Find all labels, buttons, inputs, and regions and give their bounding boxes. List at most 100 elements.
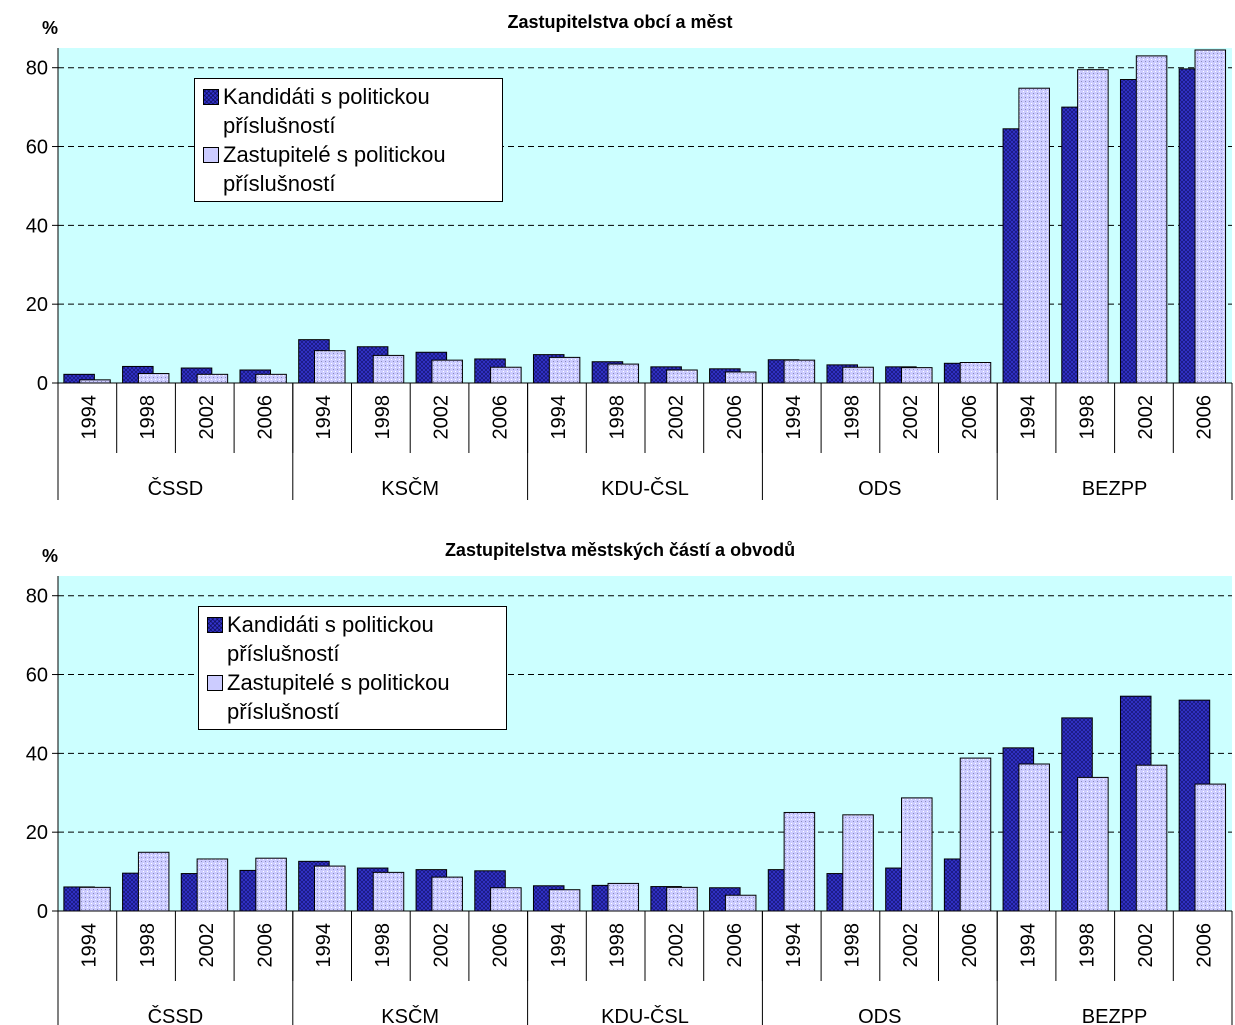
bar: [1135, 55, 1168, 384]
x-tick-label: 1998: [841, 395, 863, 440]
bar: [783, 359, 816, 384]
x-tick-label: 2002: [196, 923, 218, 968]
y-tick-label: 20: [26, 294, 48, 316]
bar: [783, 811, 816, 912]
legend-entry: Zastupitelé s politickou příslušností: [203, 140, 496, 198]
x-tick-label: 2002: [900, 395, 922, 440]
y-tick-label: 40: [26, 215, 48, 237]
x-tick-label: 1994: [1018, 395, 1040, 440]
legend-entry: Kandidáti s politickou příslušností: [207, 610, 500, 668]
legend: Kandidáti s politickou příslušností Zastu…: [198, 606, 507, 730]
group-label: BEZPP: [1082, 478, 1148, 500]
bar: [666, 369, 698, 384]
x-tick-label: 1998: [372, 395, 394, 440]
x-tick-label: 1994: [548, 923, 570, 968]
group-label: ČSSD: [148, 1005, 204, 1025]
bar: [1077, 69, 1109, 384]
x-tick-label: 1998: [372, 923, 394, 968]
x-tick-label: 2002: [1135, 923, 1157, 968]
group-label: BEZPP: [1082, 1006, 1148, 1025]
x-tick-label: 2006: [254, 395, 276, 440]
x-tick-label: 2006: [254, 923, 276, 968]
group-label: ODS: [858, 478, 901, 500]
legend-swatch: [207, 617, 223, 633]
y-tick-label: 80: [26, 58, 48, 80]
x-tick-label: 2002: [431, 395, 453, 440]
bar: [1194, 49, 1227, 384]
bar: [490, 887, 522, 912]
x-tick-label: 1994: [548, 395, 570, 440]
bar: [137, 851, 170, 912]
y-tick-label: 80: [26, 586, 48, 608]
x-tick-label: 2002: [431, 923, 453, 968]
y-axis-label: %: [42, 18, 58, 38]
bar: [255, 857, 287, 912]
x-tick-label: 1998: [1076, 395, 1098, 440]
chart-title: Zastupitelstva městských částí a obvodů: [445, 540, 795, 560]
x-tick-label: 1994: [1018, 923, 1040, 968]
legend-label: Zastupitelé s politickou příslušností: [227, 670, 450, 724]
x-tick-label: 1998: [137, 923, 159, 968]
bar: [548, 356, 581, 384]
chart-title: Zastupitelstva obcí a měst: [507, 12, 732, 32]
x-tick-label: 2006: [1194, 923, 1216, 968]
bar: [901, 797, 933, 912]
y-tick-label: 60: [26, 137, 48, 159]
x-tick-label: 1998: [137, 395, 159, 440]
group-label: KSČM: [381, 1005, 439, 1025]
x-tick-label: 1994: [78, 395, 100, 440]
y-tick-label: 20: [26, 822, 48, 844]
group-label: KDU-ČSL: [601, 477, 689, 500]
bar: [255, 373, 287, 384]
bar: [1018, 87, 1050, 384]
bar: [79, 886, 111, 912]
legend-entry: Zastupitelé s politickou příslušností: [207, 668, 500, 726]
x-tick-label: 2006: [489, 395, 511, 440]
legend-label: Kandidáti s politickou příslušností: [227, 612, 434, 666]
legend-label: Kandidáti s politickou příslušností: [223, 84, 430, 138]
y-tick-label: 60: [26, 665, 48, 687]
group-label: KDU-ČSL: [601, 1005, 689, 1025]
x-tick-label: 2006: [959, 395, 981, 440]
y-tick-label: 40: [26, 743, 48, 765]
bar: [196, 373, 229, 384]
bar: [901, 367, 933, 384]
x-tick-label: 1994: [313, 923, 335, 968]
legend-swatch: [203, 89, 219, 105]
bar: [431, 359, 463, 384]
legend: Kandidáti s politickou příslušností Zastu…: [194, 78, 503, 202]
legend-swatch: [203, 147, 219, 163]
x-tick-label: 2002: [1135, 395, 1157, 440]
legend-label: Zastupitelé s politickou příslušností: [223, 142, 446, 196]
x-tick-label: 2002: [196, 395, 218, 440]
x-tick-label: 2006: [724, 395, 746, 440]
x-tick-label: 1994: [783, 923, 805, 968]
group-label: ODS: [858, 1006, 901, 1025]
bar: [959, 362, 992, 384]
x-tick-label: 2002: [900, 923, 922, 968]
bar: [1018, 763, 1050, 912]
bar: [607, 363, 640, 384]
bar: [724, 371, 757, 384]
bar: [314, 865, 346, 912]
bar: [490, 366, 522, 384]
x-tick-label: 1994: [78, 923, 100, 968]
bar: [548, 889, 581, 912]
bar: [431, 876, 463, 912]
bar: [842, 814, 874, 912]
x-tick-label: 1994: [313, 395, 335, 440]
x-tick-label: 1998: [841, 923, 863, 968]
x-tick-label: 2006: [724, 923, 746, 968]
x-tick-label: 2006: [959, 923, 981, 968]
x-tick-label: 2006: [1194, 395, 1216, 440]
bar: [724, 894, 757, 912]
x-tick-label: 1998: [607, 923, 629, 968]
x-tick-label: 2002: [665, 923, 687, 968]
bar: [137, 373, 170, 384]
bar: [372, 354, 405, 384]
bar: [959, 757, 992, 912]
x-tick-label: 2002: [665, 395, 687, 440]
bar: [196, 858, 229, 912]
